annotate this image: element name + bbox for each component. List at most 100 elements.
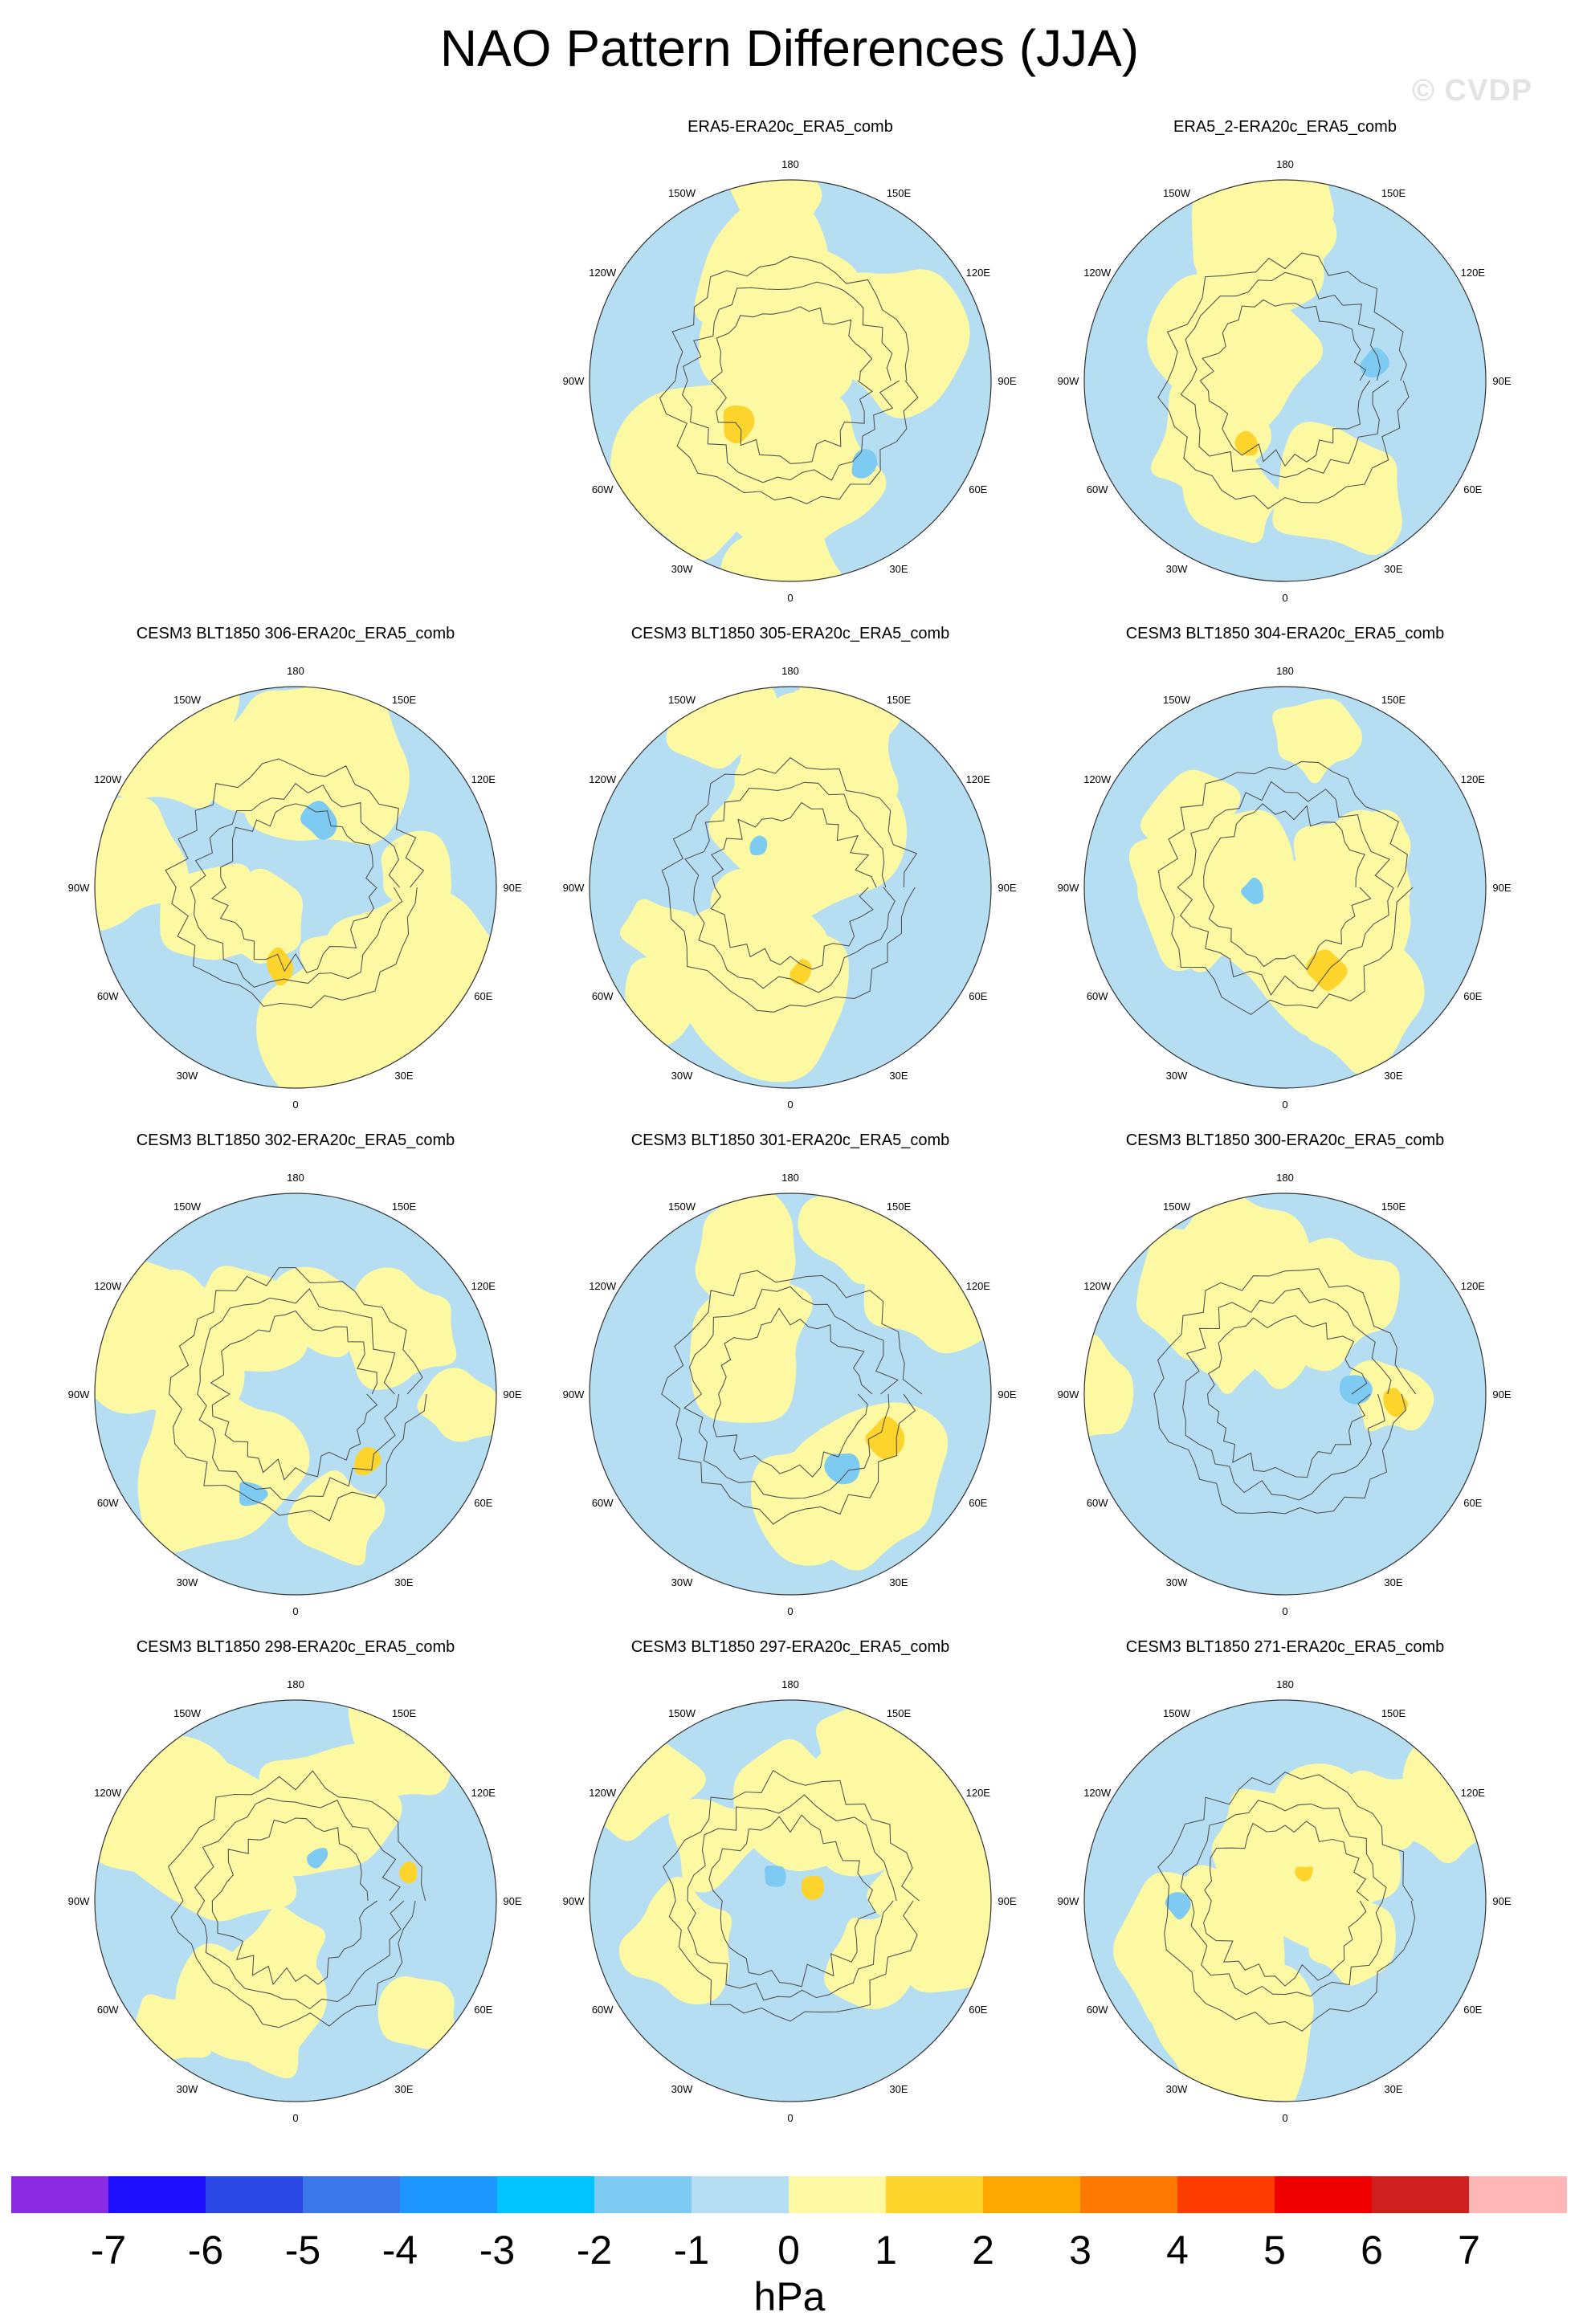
colorbar-tick: 0 [777, 2228, 800, 2273]
longitude-label: 180 [1276, 1172, 1294, 1184]
panel-title: ERA5-ERA20c_ERA5_comb [687, 118, 893, 136]
longitude-label: 150E [392, 1201, 417, 1213]
field-strong-negative [1339, 1375, 1373, 1405]
field-strong-negative [1360, 347, 1389, 378]
longitude-label: 90E [503, 882, 521, 894]
longitude-label: 90E [503, 1388, 521, 1401]
colorbar-swatch [206, 2176, 304, 2213]
longitude-label: 30E [1384, 1070, 1402, 1082]
field-strong-positive [865, 1416, 905, 1460]
field-positive [1228, 1279, 1318, 1389]
map-border [94, 686, 497, 1089]
panel-title: CESM3 BLT1850 298-ERA20c_ERA5_comb [136, 1638, 455, 1656]
map-panel-0: ERA5-ERA20c_ERA5_comb 180 150E 120E 90E 60E 30… [549, 117, 1031, 615]
polar-map: 180 150E 120E 90E 60E 30E 0 30W 60W 90W 120W 150W [1058, 158, 1512, 604]
colorbar-tick: -7 [90, 2228, 127, 2273]
longitude-label: 0 [787, 1605, 793, 1617]
longitude-label: 60W [592, 483, 614, 495]
polar-map: 180 150E 120E 90E 60E 30E 0 30W 60W 90W 120W 150W [68, 665, 522, 1111]
colorbar-tick: 6 [1361, 2228, 1383, 2273]
field-strong-positive [723, 405, 755, 444]
longitude-label: 30W [671, 563, 693, 575]
longitude-label: 90W [68, 1895, 90, 1907]
field-positive [1293, 809, 1411, 929]
longitude-label: 150W [1163, 187, 1191, 199]
colorbar-swatch [886, 2176, 984, 2213]
longitude-label: 90W [563, 1895, 585, 1907]
coastlines [165, 758, 425, 1009]
longitude-label: 30W [671, 1070, 693, 1082]
longitude-label: 150E [1381, 1707, 1406, 1719]
longitude-label: 120W [1083, 773, 1112, 785]
longitude-label: 180 [781, 1678, 799, 1690]
colorbar-swatch [497, 2176, 595, 2213]
longitude-label: 120W [589, 1280, 617, 1292]
field-positive [417, 1368, 496, 1442]
longitude-label: 90W [68, 1388, 90, 1401]
longitude-label: 30E [394, 2083, 413, 2095]
longitude-label: 90W [563, 375, 585, 387]
longitude-label: 90E [1492, 1895, 1511, 1907]
longitude-label: 150E [887, 1201, 912, 1213]
field-positive [718, 516, 845, 581]
field-strong-negative [300, 801, 337, 840]
field-positive [1136, 1229, 1254, 1361]
coastlines [1157, 760, 1414, 1016]
longitude-label: 180 [287, 665, 304, 677]
longitude-label: 30W [671, 2083, 693, 2095]
longitude-label: 60E [1463, 990, 1482, 1002]
map-border [589, 1699, 992, 2102]
map-border [1083, 686, 1487, 1089]
map-border [1083, 1699, 1487, 2102]
colorbar-tick: -2 [576, 2228, 613, 2273]
longitude-label: 120E [966, 773, 991, 785]
longitude-label: 180 [1276, 665, 1294, 677]
longitude-label: 0 [787, 1099, 793, 1111]
colorbar-tick: 5 [1263, 2228, 1286, 2273]
longitude-label: 30W [1166, 563, 1188, 575]
colorbar-swatch [789, 2176, 887, 2213]
polar-map: 180 150E 120E 90E 60E 30E 0 30W 60W 90W 120W 150W [1058, 1172, 1512, 1617]
field-positive [1084, 1332, 1134, 1441]
longitude-label: 120W [94, 1787, 122, 1799]
longitude-label: 90E [998, 375, 1016, 387]
longitude-label: 60E [1463, 2004, 1482, 2016]
field-positive [343, 1267, 457, 1390]
colorbar-tick: -1 [673, 2228, 710, 2273]
colorbar-swatch [692, 2176, 790, 2213]
polar-map: 180 150E 120E 90E 60E 30E 0 30W 60W 90W 120W 150W [563, 1172, 1017, 1617]
map-border [589, 686, 992, 1089]
longitude-label: 120E [966, 267, 991, 279]
longitude-label: 30E [889, 1576, 908, 1588]
field-positive [733, 1739, 866, 1872]
field-positive [722, 180, 822, 243]
polar-map: 180 150E 120E 90E 60E 30E 0 30W 60W 90W 120W 150W [1058, 665, 1512, 1111]
colorbar-tick: 4 [1166, 2228, 1189, 2273]
longitude-label: 30E [889, 2083, 908, 2095]
field-positive [1196, 189, 1324, 319]
colorbar-swatch [594, 2176, 692, 2213]
colorbar-tick: -5 [284, 2228, 321, 2273]
field-positive [748, 689, 899, 817]
longitude-label: 150W [173, 1201, 202, 1213]
longitude-label: 120E [1461, 1787, 1486, 1799]
longitude-label: 180 [287, 1172, 304, 1184]
longitude-label: 120E [966, 1787, 991, 1799]
longitude-label: 60E [474, 990, 492, 1002]
longitude-label: 60E [1463, 483, 1482, 495]
longitude-label: 180 [1276, 158, 1294, 170]
longitude-label: 90E [1492, 375, 1511, 387]
polar-map: 180 150E 120E 90E 60E 30E 0 30W 60W 90W 120W 150W [68, 1678, 522, 2124]
longitude-label: 180 [287, 1678, 304, 1690]
longitude-label: 30W [1166, 1070, 1188, 1082]
longitude-label: 150E [887, 187, 912, 199]
colorbar-unit-label: hPa [753, 2274, 826, 2319]
field-strong-negative [749, 835, 768, 856]
longitude-label: 150W [668, 1201, 696, 1213]
longitude-label: 60E [969, 1497, 987, 1509]
map-border [1083, 179, 1487, 582]
field-positive [244, 687, 410, 845]
longitude-label: 60W [1087, 2004, 1108, 2016]
colorbar-swatch [11, 2176, 109, 2213]
field-positive [1146, 1951, 1314, 2102]
